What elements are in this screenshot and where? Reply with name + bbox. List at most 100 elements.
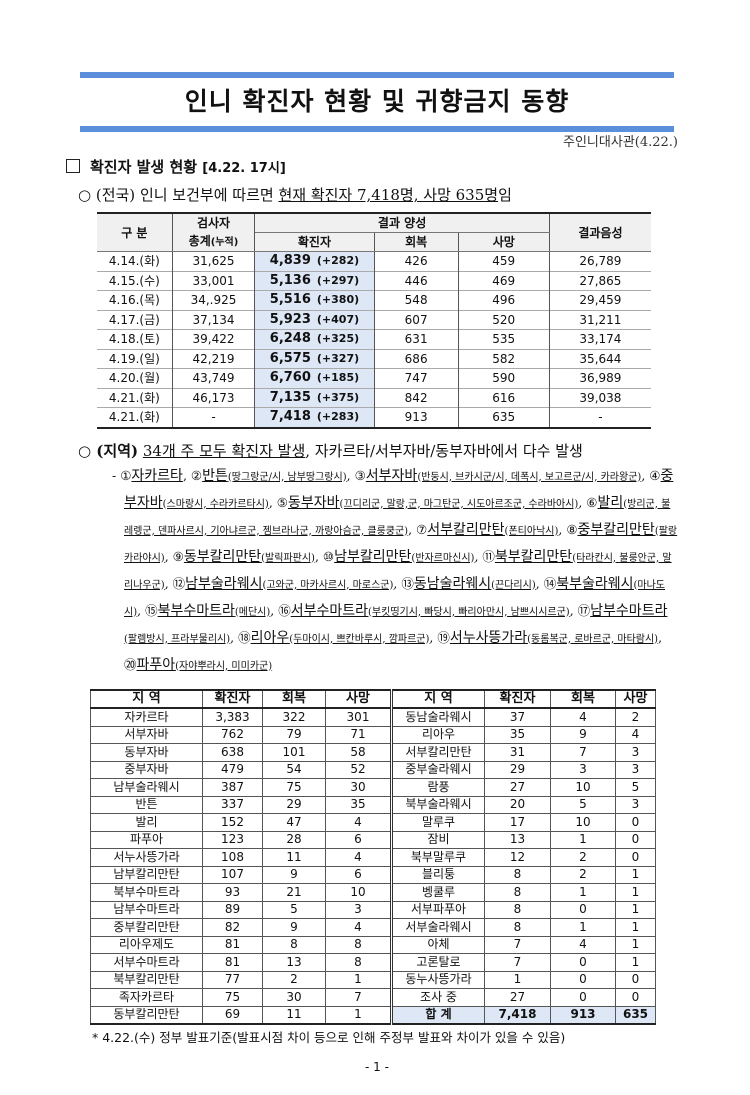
province-name: 서부수마트라(부킷띵기시, 빠당시, 빠리아만시, 남쁘시시르군) (290, 602, 570, 619)
recovered-cell: 5 (262, 900, 326, 919)
negative-cell: 36,989 (548, 368, 651, 388)
date-cell: 4.19.(일) (97, 349, 173, 369)
confirmed-cell: 5,136 (+297) (254, 271, 375, 291)
deaths-cell: 1 (615, 900, 656, 919)
recovered-cell: 0 (550, 988, 616, 1007)
confirmed-cell: 7,135 (+375) (254, 388, 375, 408)
recovered-cell: 79 (262, 725, 326, 744)
province-item: ⑦서부칼리만탄(폰티아낙시), (416, 521, 567, 538)
date-cell: 4.21.(화) (97, 407, 173, 428)
recovered-cell: 322 (262, 707, 326, 727)
recovered-cell: 47 (262, 813, 326, 832)
deaths-cell: 4 (325, 848, 392, 867)
confirmed-cell: 93 (202, 883, 263, 902)
table-row: 4.14.(화) 31,625 4,839 (+282) 426 459 26,789 (97, 251, 651, 271)
confirmed-value: 5,516 (269, 292, 311, 308)
region-cell: 서부자바 (90, 725, 203, 744)
recovered-cell: 1 (550, 918, 616, 937)
tested-cell: 43,749 (171, 368, 256, 388)
region-cell: 블리퉁 (390, 865, 485, 884)
region-cell: 반튼 (90, 795, 203, 814)
header-tested-total: 총계(누적) (172, 232, 256, 252)
confirmed-cell: 89 (202, 900, 263, 919)
regional-highlight: 34개 주 모두 확진자 발생 (142, 441, 306, 460)
table-row: 발리 152 47 4 말루쿠 17 10 0 (90, 813, 656, 832)
regional-heading: ○ (지역) 34개 주 모두 확진자 발생, 자카르타/서부자바/동부자바에서… (78, 441, 583, 460)
recovered-cell: 21 (262, 883, 326, 902)
recovered-cell: 913 (373, 407, 459, 428)
deaths-cell: 4 (325, 918, 392, 937)
region-cell: 동부자바 (90, 743, 203, 762)
total-recovered-cell: 913 (550, 1005, 616, 1025)
region-cell: 동부칼리만탄 (90, 1005, 203, 1025)
province-cities: (반자르마신시) (411, 552, 475, 564)
recovered-cell: 3 (550, 760, 616, 779)
province-item: ①자카르타, (120, 467, 191, 484)
province-name: 서누사뜽가라(동롬복군, 로바르군, 마타람시) (449, 629, 659, 646)
confirmed-cell: 37 (484, 707, 551, 727)
recovered-cell: 2 (262, 970, 326, 989)
deaths-cell: 0 (615, 830, 656, 849)
national-highlight: 현재 확진자 7,418명, 사망 635명 (278, 186, 499, 204)
region-cell: 리아우제도 (90, 935, 203, 954)
item-number: ⑰ (577, 602, 591, 618)
table-row: 4.21.(화) -7,418 (+283) 913 635- (97, 407, 651, 428)
recovered-cell: 4 (550, 707, 616, 727)
recovered-cell: 29 (262, 795, 326, 814)
recovered-cell: 2 (550, 865, 616, 884)
recovered-cell: 607 (373, 310, 459, 330)
negative-cell: 31,211 (548, 310, 651, 330)
deaths-cell: 635 (457, 407, 550, 428)
deaths-cell: 8 (325, 935, 392, 954)
deaths-cell: 1 (325, 970, 392, 989)
deaths-cell: 3 (615, 760, 656, 779)
region-cell: 고론탈로 (390, 953, 485, 972)
confirmed-cell: 27 (484, 988, 551, 1007)
item-number: ⑨ (172, 548, 184, 564)
deaths-cell: 2 (615, 707, 656, 727)
province-cities: (팔렘방시, 프라부물리시) (124, 633, 231, 645)
confirmed-value: 7,418 (269, 409, 311, 425)
province-cities: (반둥시, 브카시군/시, 데폭시, 보고르군/시, 카라왕군) (417, 471, 642, 483)
province-name: 반튼(땅그랑군/시, 남부땅그랑시) (202, 467, 347, 484)
deaths-cell: 4 (325, 813, 392, 832)
region-cell: 자카르타 (90, 707, 203, 727)
recovered-cell: 548 (373, 290, 459, 310)
title-bar-bottom (80, 126, 674, 132)
table-row: 서누사뜽가라 108 11 4 북부말루쿠 12 2 0 (90, 848, 656, 867)
province-cities: (자야뿌라시, 미미카군) (175, 660, 273, 672)
region-cell: 북부말루쿠 (390, 848, 485, 867)
confirmed-cell: 82 (202, 918, 263, 937)
region-cell: 북부술라웨시 (390, 795, 485, 814)
confirmed-cell: 8 (484, 900, 551, 919)
header-recovered: 회복 (262, 688, 326, 709)
regional-province-list: - ①자카르타, ②반튼(땅그랑군/시, 남부땅그랑시), ③서부자바(반둥시,… (112, 467, 678, 673)
region-cell: 남부수마트라 (90, 900, 203, 919)
region-cell: 북부수마트라 (90, 883, 203, 902)
confirmed-cell: 7,418 (+283) (254, 407, 375, 428)
province-item: ⑱리아우(두마이시, 쁘칸바루시, 깜파르군), (238, 629, 438, 646)
province-name: 동부자바(끄디리군, 말랑,군, 마그탄군, 시도아르조군, 수라바아시) (287, 494, 579, 511)
regional-table: 지 역 확진자 회복 사망 지 역 확진자 회복 사망 자카르타 3,383 322… (90, 688, 656, 1025)
tested-cell: 42,219 (171, 349, 256, 369)
table-row: 4.18.(토) 39,422 6,248 (+325) 631 535 33,174 (97, 329, 651, 349)
header-confirmed: 확진자 (202, 688, 263, 709)
item-number: ⑮ (145, 602, 158, 618)
recovered-cell: 9 (550, 725, 616, 744)
recovered-cell: 1 (550, 883, 616, 902)
recovered-cell: 747 (373, 368, 459, 388)
recovered-cell: 54 (262, 760, 326, 779)
province-cities: (방리군, 불레렝군, 덴파사르시, 기아냐르군, 젬브라나군, 까랑아슴군, … (124, 498, 671, 537)
national-text: 인니 보건부에 따르면 (135, 186, 279, 204)
header-deaths: 사망 (457, 232, 550, 252)
confirmed-cell: 107 (202, 865, 263, 884)
province-cities: (메단시) (234, 606, 271, 618)
tested-cell: 37,134 (171, 310, 256, 330)
recovered-cell: 446 (373, 271, 459, 291)
recovered-cell: 75 (262, 778, 326, 797)
province-item: ④중부자바(스마랑시, 수라카르타시), (124, 467, 674, 511)
recovered-cell: 631 (373, 329, 459, 349)
region-cell: 서부술라웨시 (390, 918, 485, 937)
item-number: ⑳ (124, 656, 137, 672)
province-item: ③서부자바(반둥시, 브카시군/시, 데폭시, 보고르군/시, 카라왕군), (354, 467, 650, 484)
